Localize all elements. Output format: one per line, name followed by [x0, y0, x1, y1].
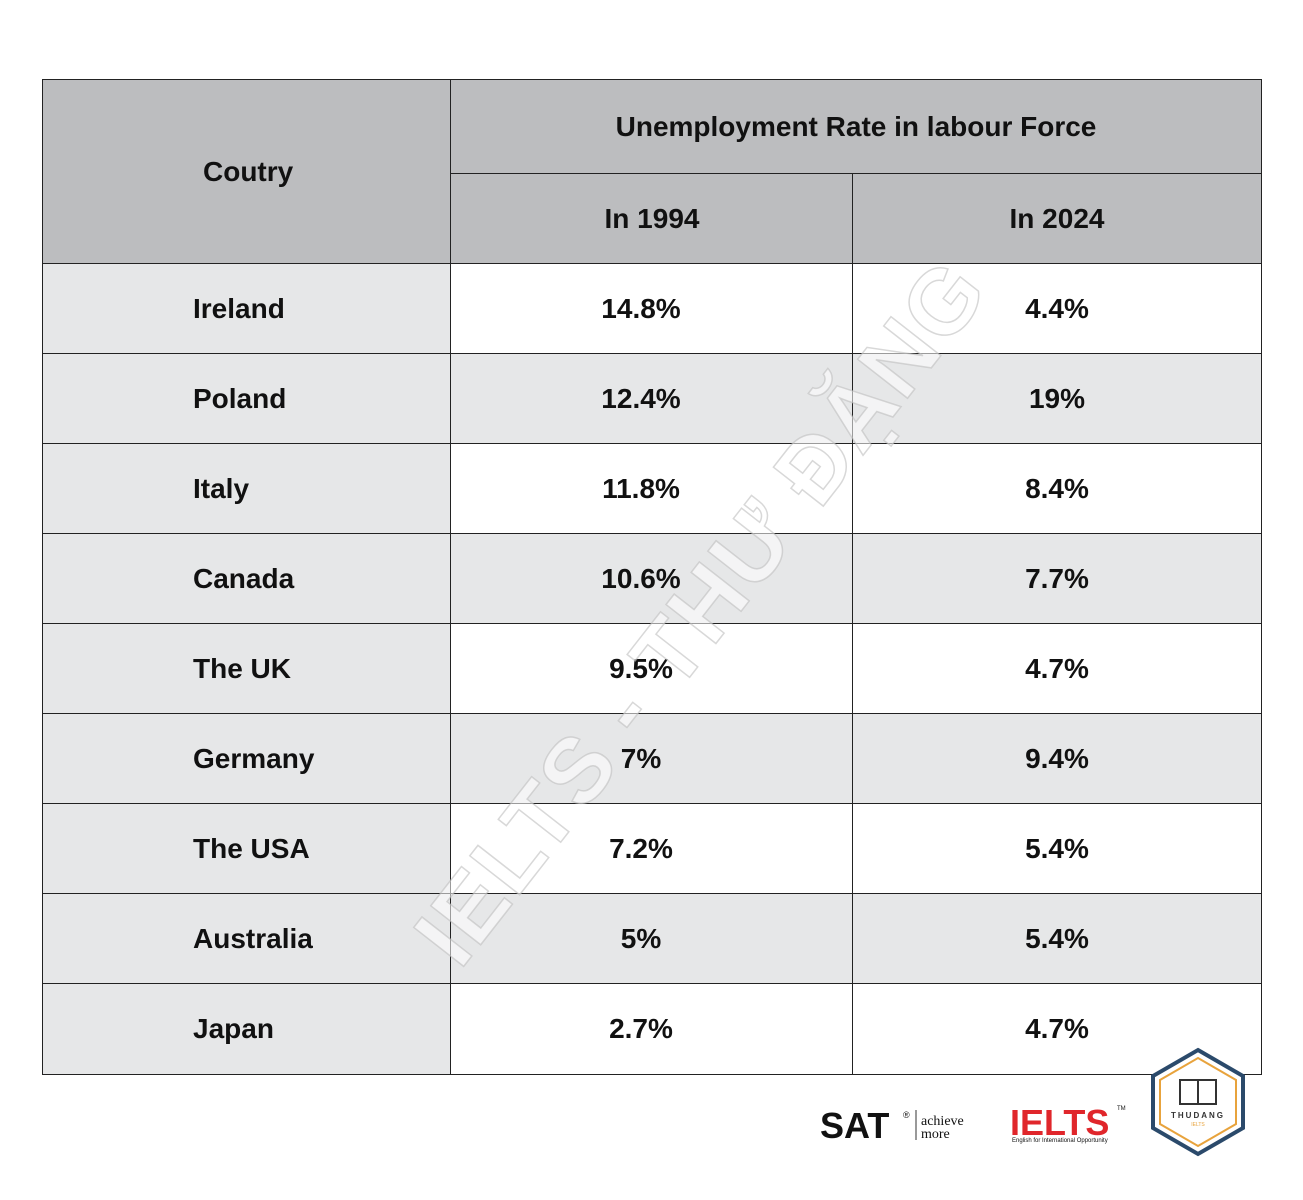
country-cell: Ireland [42, 263, 452, 355]
header-country: Coutry [42, 79, 452, 265]
value-cell: 9.4% [852, 713, 1262, 805]
sat-logo: SAT [820, 1105, 889, 1146]
value-cell: 14.8% [450, 263, 854, 355]
sat-tagline: achieve [921, 1114, 964, 1129]
badge-sub: IELTS [1191, 1122, 1205, 1128]
country-cell: Poland [42, 353, 452, 445]
country-cell: Canada [42, 533, 452, 625]
value-cell: 5.4% [852, 803, 1262, 895]
value-cell: 9.5% [450, 623, 854, 715]
badge-name: THUDANG [1171, 1111, 1225, 1120]
value-cell: 19% [852, 353, 1262, 445]
value-cell: 2.7% [450, 983, 854, 1075]
sat-tagline: more [921, 1127, 950, 1142]
value-cell: 12.4% [450, 353, 854, 445]
country-cell: The USA [42, 803, 452, 895]
value-cell: 5% [450, 893, 854, 985]
header-group: Unemployment Rate in labour Force [450, 79, 1262, 175]
value-cell: 5.4% [852, 893, 1262, 985]
country-cell: The UK [42, 623, 452, 715]
value-cell: 4.4% [852, 263, 1262, 355]
value-cell: 7% [450, 713, 854, 805]
ielts-tagline: English for International Opportunity [1012, 1138, 1108, 1144]
header-column: In 1994 [450, 173, 854, 265]
country-cell: Australia [42, 893, 452, 985]
value-cell: 7.2% [450, 803, 854, 895]
sat-mark: ® [903, 1110, 910, 1120]
value-cell: 4.7% [852, 623, 1262, 715]
ielts-mark: TM [1117, 1106, 1126, 1112]
value-cell: 8.4% [852, 443, 1262, 535]
country-cell: Italy [42, 443, 452, 535]
value-cell: 7.7% [852, 533, 1262, 625]
value-cell: 4.7% [852, 983, 1262, 1075]
value-cell: 11.8% [450, 443, 854, 535]
ielts-logo: IELTS [1010, 1102, 1109, 1143]
country-cell: Germany [42, 713, 452, 805]
value-cell: 10.6% [450, 533, 854, 625]
country-cell: Japan [42, 983, 452, 1075]
header-column: In 2024 [852, 173, 1262, 265]
